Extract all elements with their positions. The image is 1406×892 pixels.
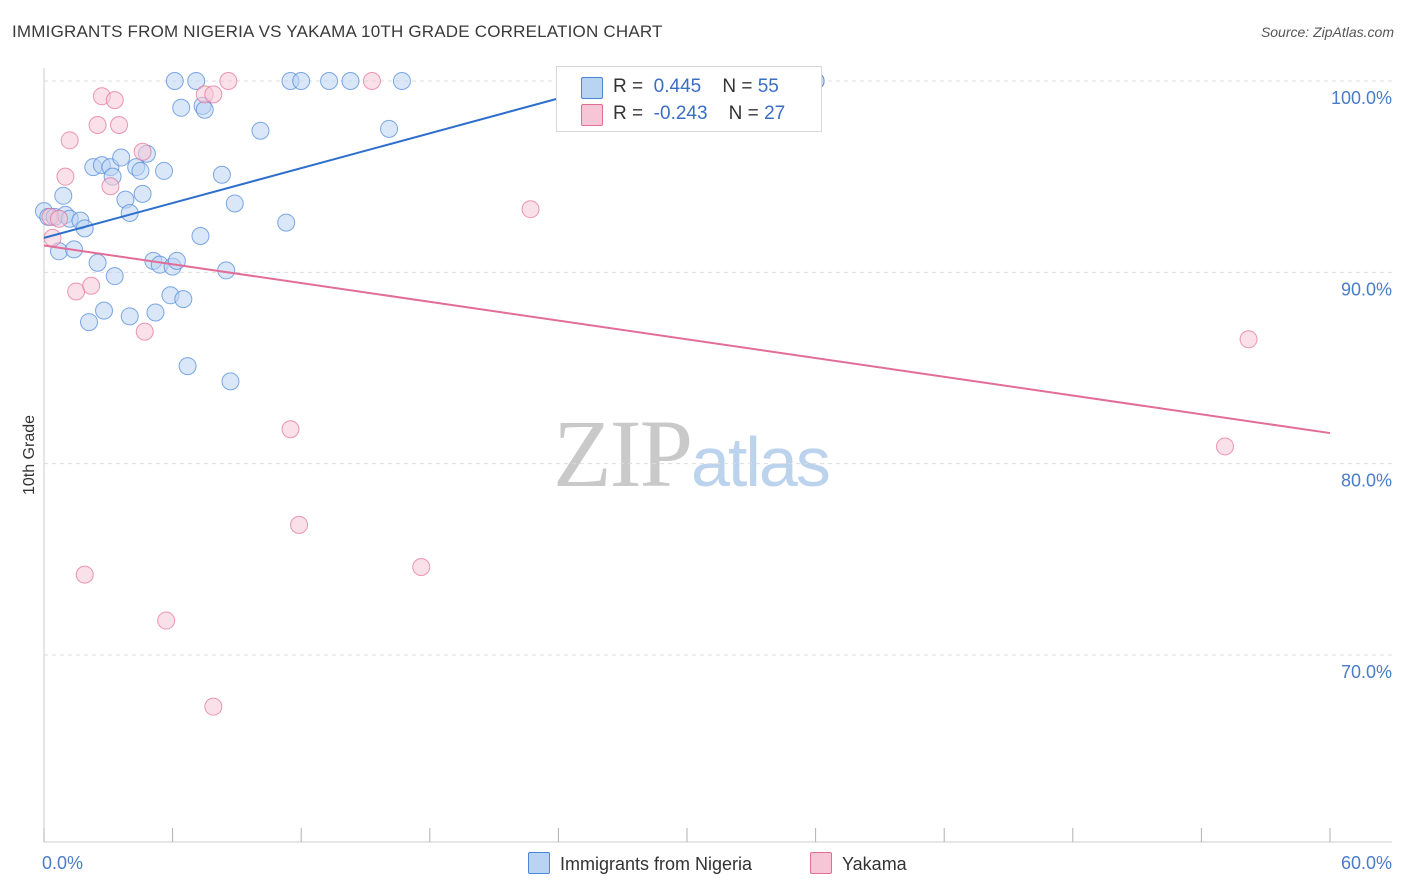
x-tick-label: 0.0% — [42, 853, 83, 873]
nigeria-point — [133, 184, 152, 203]
x-tick-label: 60.0% — [1341, 853, 1392, 873]
legend-r-value: -0.243 — [653, 103, 708, 124]
legend-n-label: N = — [728, 103, 759, 124]
legend-swatch-nigeria — [581, 77, 603, 99]
legend-r-label: R = — [613, 103, 644, 124]
yakama-point — [50, 209, 69, 228]
legend-n-value: 27 — [764, 103, 786, 124]
nigeria-point — [292, 72, 311, 90]
nigeria-point — [341, 72, 360, 90]
nigeria-trend-line — [43, 80, 623, 239]
correlation-legend: R = 0.445 N = 55 R = -0.243 N = 27 — [556, 66, 822, 132]
yakama-point — [204, 85, 223, 104]
yakama-point — [412, 557, 431, 576]
yakama-point — [521, 200, 540, 219]
watermark-zip: ZIP — [553, 400, 693, 507]
yakama-point — [135, 322, 154, 341]
nigeria-point — [112, 148, 131, 167]
nigeria-point — [251, 121, 270, 140]
yakama-point — [105, 91, 124, 110]
nigeria-point — [80, 313, 99, 332]
yakama-point — [281, 420, 300, 439]
legend-n-label: N = — [722, 76, 753, 97]
yakama-point — [157, 611, 176, 630]
nigeria-point — [120, 307, 139, 326]
yakama-trend-line — [43, 244, 1331, 435]
nigeria-point — [392, 72, 411, 90]
nigeria-point — [172, 98, 191, 117]
y-axis-title: 10th Grade — [21, 415, 38, 495]
chart-title: IMMIGRANTS FROM NIGERIA VS YAKAMA 10TH G… — [12, 22, 663, 41]
yakama-point — [82, 276, 101, 295]
nigeria-point — [174, 290, 193, 309]
bottom-legend-swatch-nigeria — [528, 852, 550, 874]
nigeria-point — [320, 72, 339, 90]
watermark: ZIPatlas — [553, 398, 831, 509]
yakama-point — [1215, 437, 1234, 456]
bottom-legend-label-yakama: Yakama — [842, 854, 907, 874]
y-tick-label: 80.0% — [1341, 471, 1392, 491]
yakama-point — [219, 72, 238, 90]
nigeria-point — [225, 194, 244, 213]
yakama-point — [101, 177, 120, 196]
legend-r-label: R = — [613, 76, 644, 97]
legend-r-value: 0.445 — [653, 76, 702, 97]
nigeria-point — [277, 213, 296, 232]
nigeria-point — [88, 253, 107, 272]
bottom-legend-yakama: Yakama — [810, 852, 907, 875]
nigeria-point — [191, 226, 210, 245]
nigeria-point — [380, 119, 399, 138]
legend-swatch-yakama — [581, 104, 603, 126]
source-label: Source: ZipAtlas.com — [1260, 24, 1394, 40]
yakama-point — [1239, 330, 1258, 349]
yakama-point — [75, 565, 94, 584]
nigeria-point — [105, 267, 124, 286]
y-tick-label: 70.0% — [1341, 662, 1392, 682]
watermark-atlas: atlas — [691, 423, 831, 501]
yakama-point — [290, 515, 309, 534]
nigeria-point — [155, 161, 174, 180]
nigeria-point — [131, 161, 150, 180]
yakama-point — [56, 167, 75, 186]
yakama-point — [110, 116, 129, 135]
yakama-point — [88, 116, 107, 135]
legend-n-value: 55 — [757, 76, 779, 97]
nigeria-point — [146, 303, 165, 322]
nigeria-point — [167, 251, 186, 270]
nigeria-point — [165, 72, 184, 90]
nigeria-point — [54, 186, 73, 205]
yakama-point — [60, 131, 79, 150]
bottom-legend-nigeria: Immigrants from Nigeria — [528, 852, 752, 875]
bottom-legend-label-nigeria: Immigrants from Nigeria — [560, 854, 753, 874]
yakama-point — [133, 142, 152, 161]
y-tick-label: 90.0% — [1341, 279, 1392, 299]
yakama-point — [204, 697, 223, 716]
nigeria-point — [95, 301, 114, 320]
yakama-point — [362, 72, 381, 90]
y-tick-label: 100.0% — [1331, 88, 1392, 108]
bottom-legend-swatch-yakama — [810, 852, 832, 874]
legend-stats-yakama: R = -0.243 N = 27 — [613, 103, 785, 125]
yakama-point — [67, 282, 86, 301]
nigeria-point — [221, 372, 240, 391]
nigeria-point — [187, 72, 206, 90]
nigeria-point — [212, 165, 231, 184]
nigeria-point — [178, 357, 197, 376]
legend-stats-nigeria: R = 0.445 N = 55 — [613, 76, 779, 98]
nigeria-point — [195, 100, 214, 119]
